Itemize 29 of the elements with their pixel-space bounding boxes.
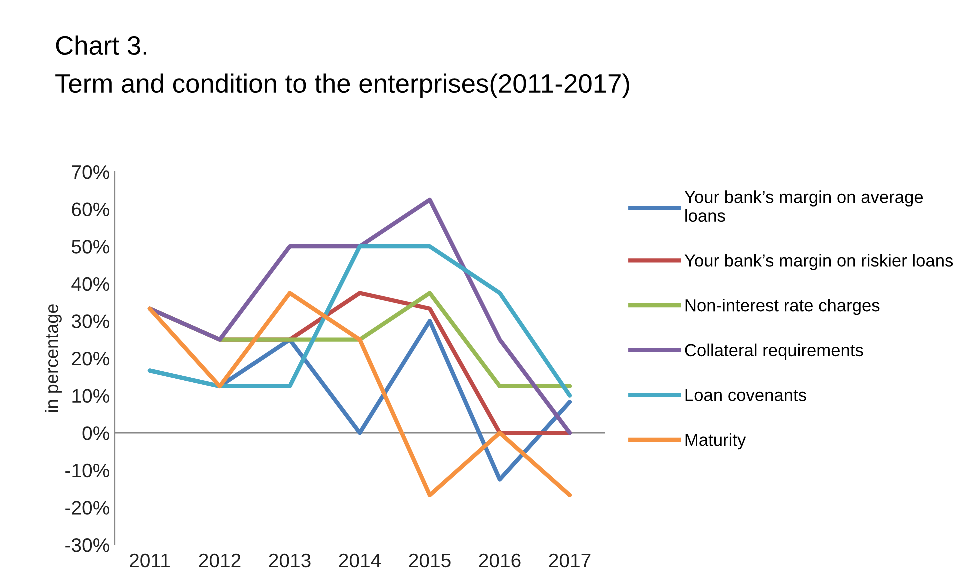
legend-label: Your bank’s margin on riskier loans: [684, 254, 954, 270]
legend-label: Loan covenants: [686, 389, 806, 402]
y-tick-label: 10%: [72, 389, 110, 404]
y-tick-label: 60%: [72, 202, 110, 217]
x-tick-label: 2013: [269, 554, 311, 568]
x-tick-label: 2017: [549, 554, 591, 568]
y-tick-label: 0%: [82, 426, 110, 440]
x-tick-label: 2014: [339, 554, 382, 568]
y-tick-label: -10%: [66, 464, 110, 478]
legend-label: Maturity: [686, 433, 746, 450]
legend-label: Your bank’s margin on average loans: [684, 190, 924, 222]
chart-title: Chart 3.: [56, 36, 146, 56]
x-tick-label: 2015: [409, 554, 451, 568]
legend-label: Non-interest rate charges: [686, 298, 880, 316]
x-tick-label: 2012: [199, 554, 241, 568]
y-tick-label: 70%: [72, 165, 110, 180]
x-tick-label: 2011: [130, 554, 170, 568]
line-series: [148, 244, 572, 398]
x-tick-label: 2016: [479, 554, 521, 568]
y-tick-label: 50%: [72, 240, 110, 254]
chart-subtitle: Term and condition to the enterprises(2011-2017): [56, 74, 630, 98]
y-tick-label: -30%: [66, 538, 110, 552]
line-series: [148, 291, 572, 498]
y-tick-label: 30%: [72, 314, 110, 328]
y-axis-title: in percentage: [45, 304, 62, 412]
y-tick-label: 40%: [72, 277, 110, 292]
y-tick-label: -20%: [66, 501, 110, 515]
legend-label: Collateral requirements: [685, 344, 864, 360]
y-tick-label: 20%: [72, 352, 110, 366]
